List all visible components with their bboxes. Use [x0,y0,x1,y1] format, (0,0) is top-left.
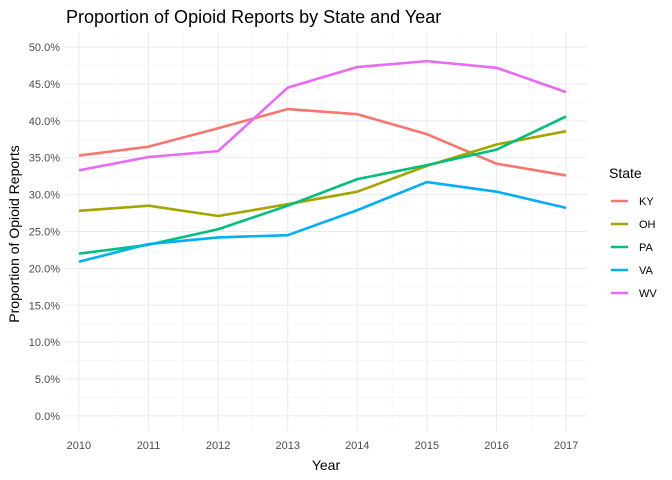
y-tick-label: 15.0% [29,300,60,312]
x-tick-label: 2016 [484,440,508,452]
legend-item-va: VA [611,265,654,277]
legend-label-ky: KY [639,196,654,208]
legend-label-va: VA [639,265,654,277]
x-tick-label: 2012 [206,440,230,452]
y-axis-title: Proportion of Opioid Reports [6,145,22,322]
legend: State KY OH PA VA WV [609,165,657,300]
x-tick-label: 2010 [67,440,91,452]
y-tick-label: 20.0% [29,263,60,275]
y-tick-label: 5.0% [35,374,60,386]
series-lines [78,59,567,263]
legend-item-oh: OH [611,219,656,231]
series-line-va [78,180,567,263]
y-tick-label: 0.0% [35,411,60,423]
grid [65,32,587,431]
x-axis-ticks: 2010 2011 2012 2013 2014 2015 2016 2017 [67,440,579,452]
series-line-ky [78,107,567,177]
x-tick-label: 2015 [415,440,439,452]
x-tick-label: 2014 [345,440,369,452]
y-tick-label: 35.0% [29,153,60,165]
series-line-oh [78,129,567,218]
legend-label-pa: PA [639,242,654,254]
legend-label-wv: WV [639,288,657,300]
x-tick-label: 2013 [275,440,299,452]
y-tick-label: 40.0% [29,116,60,128]
x-tick-label: 2017 [554,440,578,452]
x-axis-title: Year [312,457,341,473]
legend-title: State [609,165,642,181]
chart-title: Proportion of Opioid Reports by State an… [66,7,441,27]
y-tick-label: 45.0% [29,79,60,91]
y-axis-ticks: 0.0% 5.0% 10.0% 15.0% 20.0% 25.0% 30.0% 35.0% 40… [29,42,60,423]
legend-item-wv: WV [611,288,657,300]
legend-item-pa: PA [611,242,654,254]
y-tick-label: 30.0% [29,190,60,202]
series-line-wv [78,59,567,172]
legend-item-ky: KY [611,196,654,208]
legend-items: KY OH PA VA WV [611,196,657,300]
y-tick-label: 50.0% [29,42,60,54]
y-tick-label: 25.0% [29,227,60,239]
legend-label-oh: OH [639,219,656,231]
x-tick-label: 2011 [137,440,161,452]
y-tick-label: 10.0% [29,337,60,349]
